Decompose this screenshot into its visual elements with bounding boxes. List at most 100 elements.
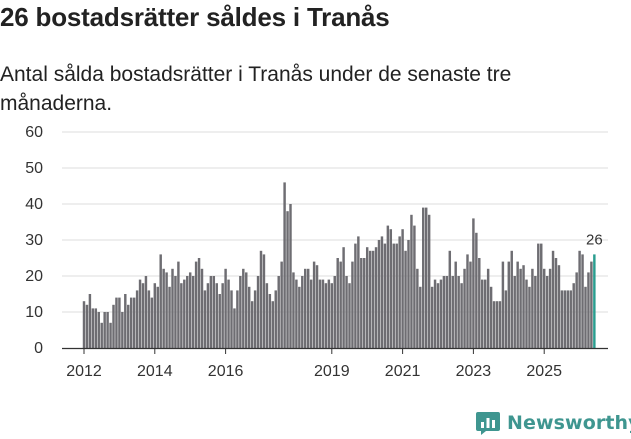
bar	[333, 276, 336, 348]
bar	[475, 232, 478, 348]
bar	[463, 268, 466, 348]
bar	[168, 286, 171, 348]
bar	[174, 276, 177, 348]
bar	[445, 276, 449, 348]
bar	[392, 243, 395, 348]
bar	[560, 290, 564, 348]
bar	[127, 304, 130, 348]
bar	[218, 294, 221, 348]
bar	[286, 211, 289, 348]
bar	[368, 250, 372, 348]
bar	[292, 272, 295, 348]
bar	[171, 268, 174, 348]
bar	[398, 236, 401, 348]
bar	[156, 286, 159, 348]
bar	[374, 247, 378, 348]
bar	[590, 261, 593, 348]
bar	[348, 283, 351, 348]
x-tick-label: 2023	[456, 363, 492, 380]
bar	[436, 283, 440, 348]
bar	[194, 261, 198, 348]
x-axis: 2012 2014 2016 2019 2021 2023 2025	[62, 347, 608, 380]
bar	[389, 229, 393, 348]
bar	[563, 290, 567, 348]
bar	[138, 279, 142, 348]
bar	[295, 279, 298, 348]
bar	[578, 250, 581, 348]
bar	[507, 261, 511, 348]
bar	[230, 290, 233, 348]
bar	[419, 286, 422, 348]
bar	[200, 268, 204, 348]
bar	[247, 286, 251, 348]
y-tick-label: 40	[25, 196, 43, 213]
bar	[94, 308, 98, 348]
bar	[309, 279, 313, 348]
bar	[404, 250, 407, 348]
bar	[186, 276, 189, 348]
x-tick-label: 2025	[526, 363, 562, 380]
bar	[112, 304, 115, 348]
bar	[224, 268, 227, 348]
bar	[274, 290, 277, 348]
bar	[581, 254, 584, 348]
bar	[124, 294, 127, 348]
y-tick-label: 30	[25, 232, 43, 249]
bar	[377, 240, 381, 348]
bar	[88, 294, 92, 348]
bar	[460, 283, 463, 348]
bar	[575, 272, 578, 348]
bar	[336, 258, 339, 348]
bar	[115, 297, 118, 348]
bar	[103, 312, 106, 348]
bar	[259, 250, 263, 348]
bar	[203, 290, 207, 348]
bar	[301, 276, 304, 348]
bar	[330, 283, 334, 348]
bar	[489, 286, 493, 348]
bar-chart-logo-icon	[476, 412, 500, 435]
bar	[147, 290, 151, 348]
bar	[215, 283, 218, 348]
bar	[268, 294, 272, 348]
bar	[386, 225, 390, 348]
bar	[253, 290, 257, 348]
bar	[304, 268, 307, 348]
bar	[121, 312, 124, 348]
bar	[566, 290, 570, 348]
bar	[188, 272, 192, 348]
highlight-value-label: 26	[586, 231, 603, 248]
bar	[522, 265, 525, 348]
bar	[106, 312, 109, 348]
bar	[410, 214, 413, 348]
bar	[504, 290, 508, 348]
bar	[109, 322, 112, 348]
y-tick-label: 0	[34, 340, 43, 357]
bar	[357, 236, 360, 348]
bar	[492, 301, 496, 348]
bar	[525, 279, 528, 348]
bar	[478, 258, 481, 348]
bar	[280, 261, 283, 348]
bar	[289, 204, 292, 348]
bar	[141, 283, 145, 348]
bar	[569, 290, 572, 348]
bar	[180, 283, 183, 348]
bar	[481, 279, 484, 348]
bar	[191, 276, 195, 348]
bar	[371, 250, 375, 348]
bar	[483, 279, 487, 348]
bar	[318, 279, 322, 348]
bar	[129, 297, 133, 348]
y-tick-label: 60	[25, 124, 43, 141]
bar	[407, 240, 410, 348]
data-labels: 26	[586, 231, 603, 248]
bar	[472, 218, 475, 348]
bar	[401, 229, 404, 348]
bar	[265, 283, 269, 348]
x-tick-label: 2012	[66, 363, 102, 380]
bar	[448, 250, 452, 348]
bar	[197, 258, 201, 348]
bar	[236, 290, 239, 348]
